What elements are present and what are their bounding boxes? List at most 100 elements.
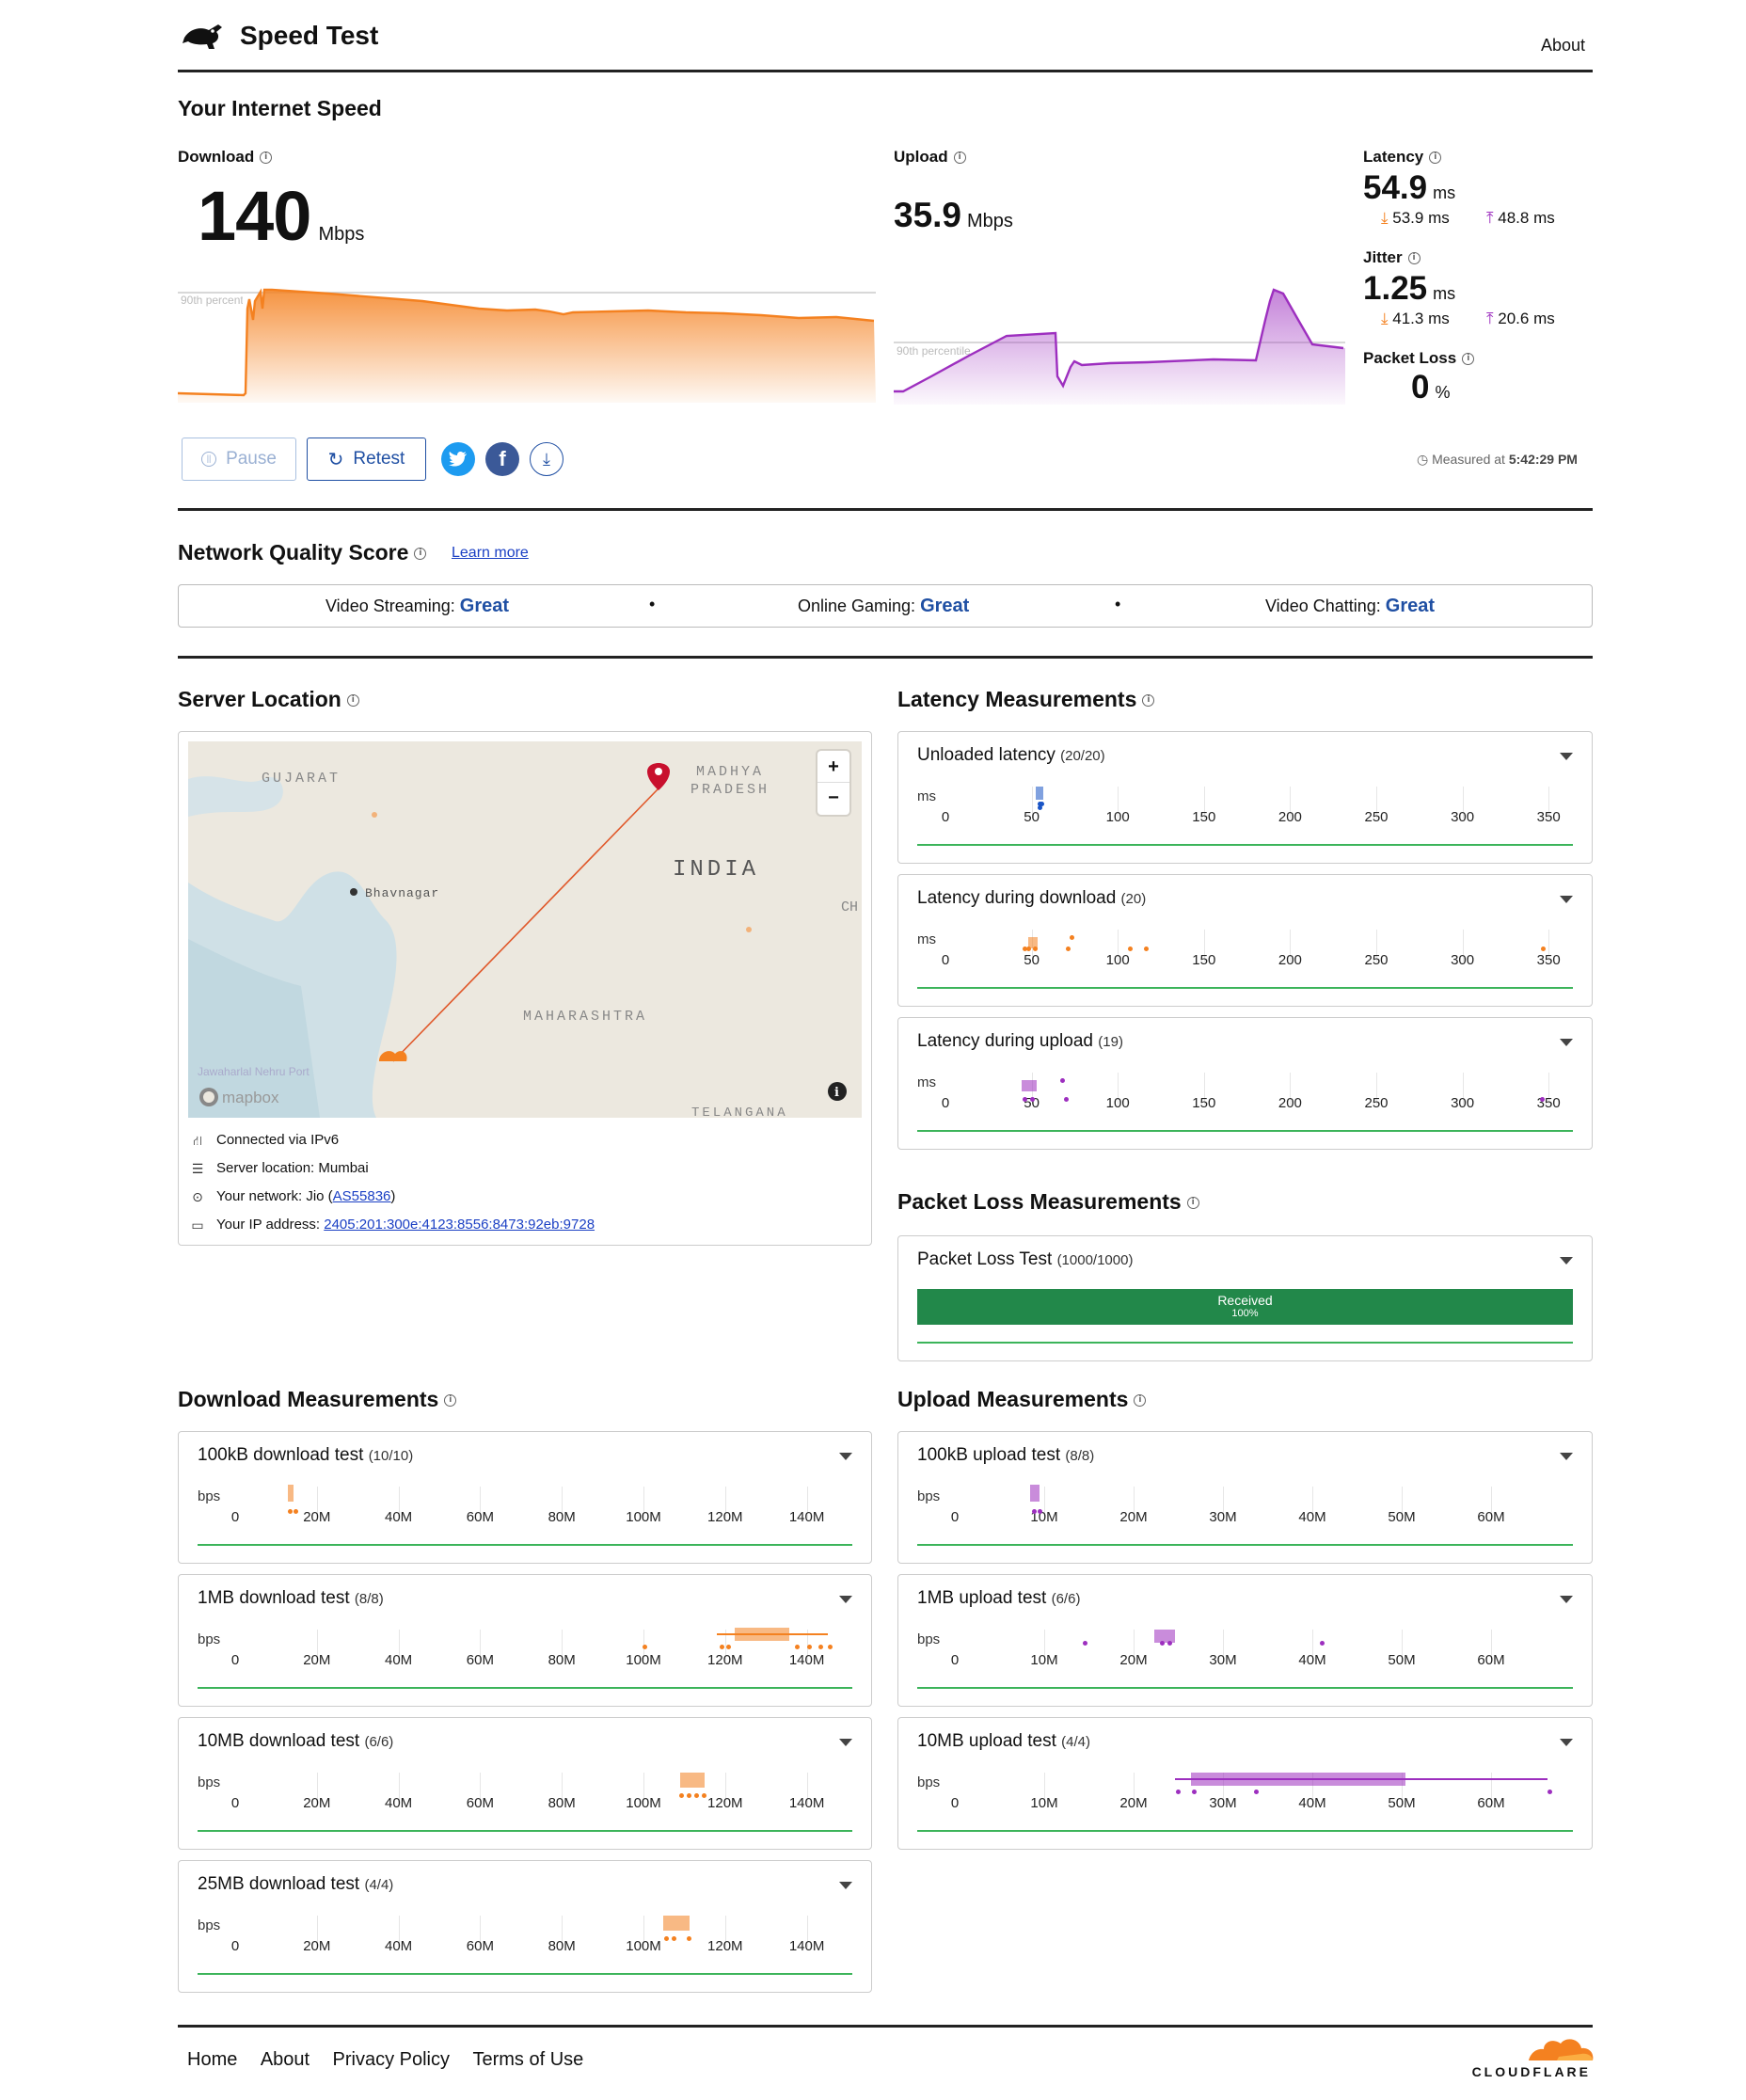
footer-link-about[interactable]: About: [260, 2049, 310, 2070]
info-icon[interactable]: i: [1134, 1394, 1147, 1408]
svg-text:MADHYA: MADHYA: [696, 764, 764, 780]
chevron-down-icon[interactable]: [1560, 896, 1573, 903]
speed-heading: Your Internet Speed: [178, 96, 382, 120]
packet-loss-card[interactable]: Packet Loss Test (1000/1000) Received 10…: [897, 1235, 1593, 1361]
chevron-down-icon[interactable]: [839, 1596, 852, 1603]
chevron-down-icon[interactable]: [1560, 1453, 1573, 1460]
outlier-dot: [687, 1793, 691, 1798]
chevron-down-icon[interactable]: [1560, 1257, 1573, 1265]
box-plot: [1036, 787, 1043, 800]
axis-unit: bps: [198, 1917, 221, 1933]
grid-line: [480, 1916, 482, 1948]
grid-line: [724, 1630, 726, 1662]
chevron-down-icon[interactable]: [839, 1739, 852, 1746]
footer-link-terms[interactable]: Terms of Use: [472, 2049, 584, 2070]
upload-test-card[interactable]: 100kB upload test (8/8) bps 0 10M 20M 30M 40M…: [897, 1431, 1593, 1564]
map[interactable]: GUJARAT MADHYA PRADESH INDIA Bhavnagar M…: [188, 741, 862, 1118]
status-line: [198, 1687, 852, 1689]
as-link[interactable]: AS55836: [332, 1188, 391, 1204]
download-test-card[interactable]: 100kB download test (10/10) bps 0 20M 40M 60…: [178, 1431, 872, 1564]
axis-tick: 100M: [626, 1652, 661, 1668]
upload-test-card[interactable]: 1MB upload test (6/6) bps 0 10M 20M 30M 40M 50…: [897, 1574, 1593, 1707]
grid-line: [316, 1487, 318, 1519]
pause-button[interactable]: || Pause: [182, 438, 296, 481]
ip-link[interactable]: 2405:201:300e:4123:8556:8473:92eb:9728: [324, 1217, 595, 1233]
info-icon[interactable]: i: [953, 151, 966, 165]
info-icon[interactable]: i: [1462, 353, 1475, 366]
zoom-in-button[interactable]: +: [817, 751, 849, 783]
grid-line: [1402, 1487, 1403, 1519]
axis-tick: 250: [1364, 952, 1389, 968]
twitter-share-icon[interactable]: [441, 442, 475, 476]
chevron-down-icon[interactable]: [1560, 1039, 1573, 1046]
chevron-down-icon[interactable]: [1560, 1739, 1573, 1746]
grid-line: [1462, 1073, 1464, 1105]
axis-tick: 20M: [1119, 1795, 1148, 1811]
status-line: [198, 1830, 852, 1832]
axis-tick: 40M: [385, 1652, 413, 1668]
chevron-down-icon[interactable]: [839, 1882, 852, 1889]
chevron-down-icon[interactable]: [1560, 753, 1573, 760]
status-line: [917, 1130, 1573, 1132]
learn-more-link[interactable]: Learn more: [452, 545, 529, 561]
footer-link-privacy[interactable]: Privacy Policy: [332, 2049, 451, 2070]
info-icon[interactable]: i: [260, 151, 273, 165]
axis-tick: 40M: [385, 1938, 413, 1954]
card-title: 100kB upload test (8/8): [917, 1445, 1095, 1465]
about-link[interactable]: About: [1541, 36, 1586, 55]
facebook-share-icon[interactable]: f: [485, 442, 519, 476]
info-icon[interactable]: i: [414, 548, 427, 561]
packet-loss-label: Packet Loss i: [1363, 349, 1475, 368]
grid-line: [1491, 1487, 1492, 1519]
server-location-row: ☰ Server location: Mumbai: [191, 1160, 369, 1176]
download-test-card[interactable]: 1MB download test (8/8) bps 0 20M 40M 60M 80M…: [178, 1574, 872, 1707]
outlier-dot: [294, 1509, 298, 1514]
grid-line: [1312, 1487, 1313, 1519]
received-bar: Received 100%: [917, 1289, 1573, 1325]
info-icon[interactable]: i: [1186, 1197, 1199, 1210]
info-icon[interactable]: i: [444, 1394, 457, 1408]
browser-icon: ▭: [191, 1217, 204, 1233]
latency-value: 54.9 ms: [1363, 169, 1456, 206]
axis-tick: 250: [1364, 1095, 1389, 1111]
svg-text:i: i: [834, 1086, 839, 1100]
axis-tick: 50M: [1388, 1795, 1416, 1811]
outlier-dot: [288, 1509, 293, 1514]
latency-card[interactable]: Latency during upload (19) ms 0 50 100 150 20…: [897, 1017, 1593, 1150]
retest-button[interactable]: ↻ Retest: [307, 438, 426, 481]
download-results-icon[interactable]: ⤓: [530, 442, 563, 476]
info-icon[interactable]: i: [1142, 694, 1155, 708]
info-icon[interactable]: i: [1429, 151, 1442, 165]
axis-tick: 100: [1105, 809, 1130, 825]
info-icon[interactable]: i: [1407, 252, 1421, 265]
svg-text:Bhavnagar: Bhavnagar: [365, 886, 439, 900]
footer-link-home[interactable]: Home: [187, 2049, 238, 2070]
download-chart: [178, 288, 876, 403]
axis-tick: 150: [1192, 809, 1216, 825]
grid-line: [1223, 1773, 1224, 1805]
latency-card[interactable]: Unloaded latency (20/20) ms 0 50 100 150 200 2…: [897, 731, 1593, 864]
axis-tick: 10M: [1030, 1509, 1058, 1525]
svg-text:Jawaharlal Nehru Port: Jawaharlal Nehru Port: [198, 1065, 310, 1078]
info-icon[interactable]: i: [346, 694, 359, 708]
separator-dot: •: [1115, 595, 1121, 613]
grid-line: [1312, 1773, 1313, 1805]
download-test-card[interactable]: 10MB download test (6/6) bps 0 20M 40M 60M 80…: [178, 1717, 872, 1850]
chevron-down-icon[interactable]: [839, 1453, 852, 1460]
axis-tick: 80M: [548, 1652, 576, 1668]
latency-card[interactable]: Latency during download (20) ms 0 50 100 150…: [897, 874, 1593, 1007]
zoom-out-button[interactable]: −: [828, 788, 839, 808]
outlier-dot: [726, 1645, 731, 1649]
upload-test-card[interactable]: 10MB upload test (4/4) bps 0 10M 20M 30M 40M 5…: [897, 1717, 1593, 1850]
grid-line: [643, 1773, 644, 1805]
grid-line: [1203, 930, 1205, 962]
axis-tick: 30M: [1209, 1652, 1237, 1668]
outlier-dot: [1066, 947, 1071, 951]
download-test-card[interactable]: 25MB download test (4/4) bps 0 20M 40M 60M 80…: [178, 1860, 872, 1993]
download-label: Download i: [178, 148, 273, 167]
zoom-controls: + −: [817, 751, 849, 815]
logo-icon[interactable]: [181, 19, 226, 53]
cloudflare-logo[interactable]: CLOUDFLARE: [1463, 2032, 1595, 2079]
grid-line: [724, 1773, 726, 1805]
chevron-down-icon[interactable]: [1560, 1596, 1573, 1603]
